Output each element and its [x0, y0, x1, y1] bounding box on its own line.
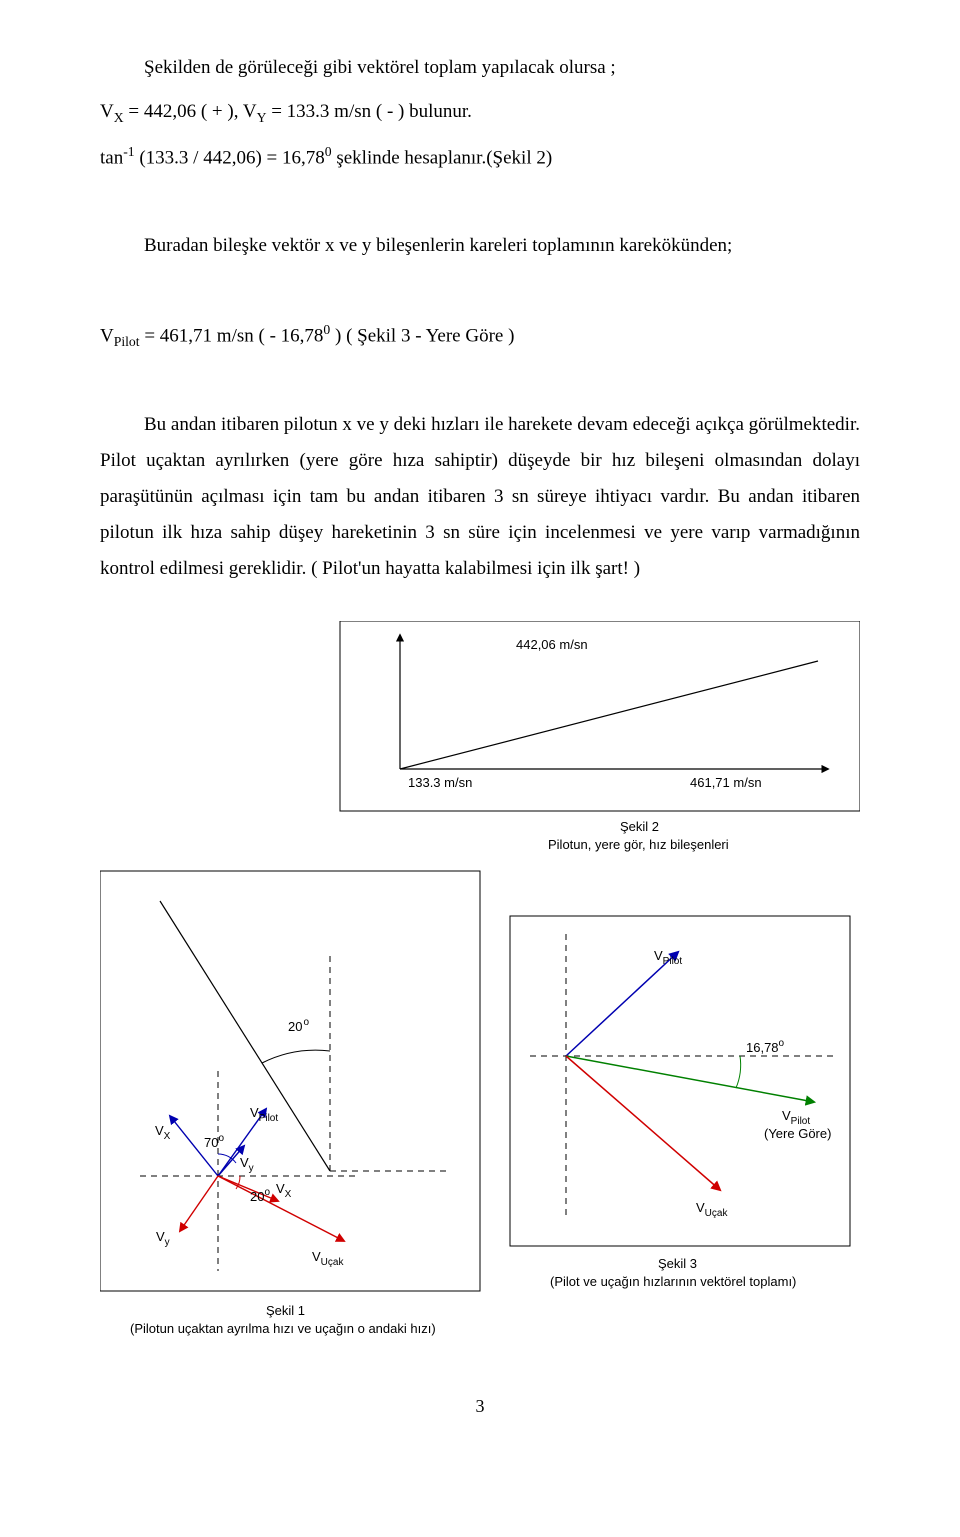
- p2-b: = 442,06 ( + ), V: [124, 101, 257, 122]
- fig1-caption2: (Pilotun uçaktan ayrılma hızı ve uçağın …: [130, 1321, 436, 1336]
- figure-2: 442,06 m/sn 133.3 m/sn 461,71 m/sn: [340, 621, 860, 811]
- p6-text: Bu andan itibaren pilotun x ve y deki hı…: [100, 414, 860, 579]
- fig2-label-133: 133.3 m/sn: [408, 775, 472, 790]
- p5-a: V: [100, 325, 114, 346]
- para-4: Buradan bileşke vektör x ve y bileşenler…: [100, 228, 860, 264]
- spacer-1: [100, 184, 860, 220]
- fig3-lbl-vpilot-gr2: (Yere Göre): [764, 1126, 831, 1141]
- p2-c: = 133.3 m/sn ( - ) bulunur.: [266, 101, 471, 122]
- figure-1: 20o VX 70o VPilot Vy: [100, 871, 480, 1291]
- p5-c: ) ( Şekil 3 - Yere Göre ): [330, 325, 514, 346]
- p5-b: = 461,71 m/sn ( - 16,78: [140, 325, 324, 346]
- p3-c: şeklinde hesaplanır.(Şekil 2): [332, 147, 553, 168]
- spacer-2: [100, 273, 860, 309]
- para-5: VPilot = 461,71 m/sn ( - 16,780 ) ( Şeki…: [100, 317, 860, 355]
- fig3-caption2: (Pilot ve uçağın hızlarının vektörel top…: [550, 1274, 796, 1289]
- p3-b: (133.3 / 442,06) = 16,78: [135, 147, 325, 168]
- para-6: Bu andan itibaren pilotun x ve y deki hı…: [100, 407, 860, 587]
- p2-sub2: Y: [257, 110, 267, 125]
- page-number: 3: [100, 1396, 860, 1417]
- fig1-box: [100, 871, 480, 1291]
- para-3: tan-1 (133.3 / 442,06) = 16,780 şeklinde…: [100, 139, 860, 176]
- p4-a: Buradan bileşke vektör x ve y bileşenler…: [144, 235, 732, 256]
- figures-container: 442,06 m/sn 133.3 m/sn 461,71 m/sn Şekil…: [100, 621, 860, 1366]
- fig2-label-461: 461,71 m/sn: [690, 775, 762, 790]
- fig2-caption2: Pilotun, yere gör, hız bileşenleri: [548, 837, 729, 852]
- fig1-caption1: Şekil 1: [266, 1303, 305, 1318]
- p2-sub1: X: [114, 110, 124, 125]
- fig2-label-vy: 442,06 m/sn: [516, 637, 588, 652]
- para-1: Şekilden de görüleceği gibi vektörel top…: [100, 50, 860, 86]
- p3-sup2: 0: [325, 144, 332, 159]
- para-2: VX = 442,06 ( + ), VY = 133.3 m/sn ( - )…: [100, 94, 860, 131]
- p1-text: Şekilden de görüleceği gibi vektörel top…: [144, 57, 616, 78]
- figure-3: VPilot 16,78o VPilot (Yere Göre) VUçak: [510, 916, 850, 1246]
- fig2-caption1: Şekil 2: [620, 819, 659, 834]
- fig3-caption1: Şekil 3: [658, 1256, 697, 1271]
- figures-svg: 442,06 m/sn 133.3 m/sn 461,71 m/sn Şekil…: [100, 621, 860, 1361]
- p3-a: tan: [100, 147, 123, 168]
- p3-sup1: -1: [123, 144, 134, 159]
- spacer-3: [100, 363, 860, 399]
- p2-a: V: [100, 101, 114, 122]
- p5-sub1: Pilot: [114, 334, 140, 349]
